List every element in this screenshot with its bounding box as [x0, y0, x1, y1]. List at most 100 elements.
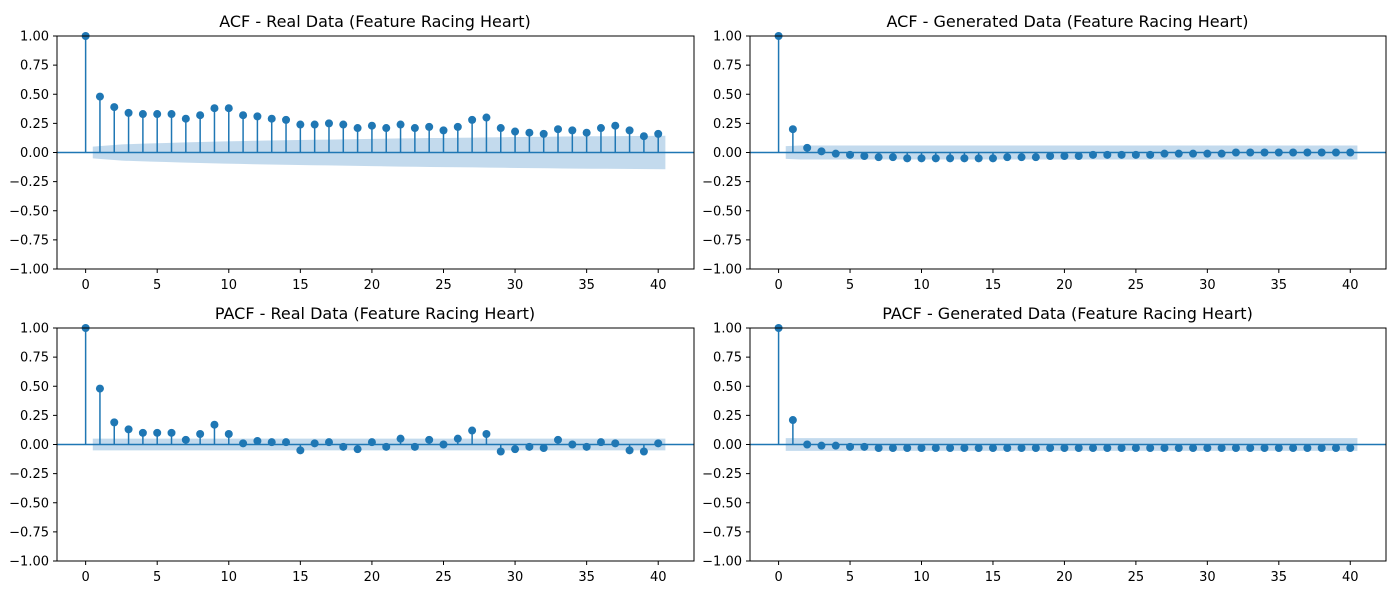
data-point: [210, 420, 219, 429]
data-point: [410, 124, 419, 133]
data-point: [1060, 151, 1069, 160]
data-point: [439, 440, 448, 449]
x-tick-label: 35: [1271, 570, 1288, 585]
data-point: [974, 154, 983, 163]
data-point: [196, 111, 205, 120]
data-point: [496, 447, 505, 456]
y-tick-label: −1.00: [702, 555, 742, 570]
data-point: [1174, 443, 1183, 452]
data-point: [1117, 443, 1126, 452]
y-tick-label: 0.00: [20, 438, 49, 453]
data-point: [95, 384, 104, 393]
data-point: [988, 443, 997, 452]
data-point: [181, 114, 190, 123]
data-point: [511, 127, 520, 136]
data-point: [788, 125, 797, 134]
x-tick-label: 20: [364, 570, 381, 585]
data-point: [224, 430, 233, 439]
y-tick-label: −0.25: [9, 175, 49, 190]
data-point: [1331, 148, 1340, 157]
data-point: [1074, 443, 1083, 452]
data-point: [988, 154, 997, 163]
x-tick-label: 35: [578, 278, 595, 293]
data-point: [1289, 148, 1298, 157]
y-tick-label: 0.00: [20, 146, 49, 161]
data-point: [654, 439, 663, 448]
data-point: [1103, 150, 1112, 159]
data-point: [138, 428, 147, 437]
y-tick-label: −0.75: [702, 233, 742, 248]
x-tick-label: 5: [153, 570, 161, 585]
data-point: [382, 124, 391, 133]
x-tick-label: 0: [774, 278, 782, 293]
chart-title: PACF - Real Data (Feature Racing Heart): [214, 304, 536, 323]
data-point: [946, 154, 955, 163]
x-tick-label: 30: [507, 278, 524, 293]
data-point: [625, 126, 634, 135]
data-point: [1189, 149, 1198, 158]
data-point: [888, 153, 897, 162]
data-point: [1189, 443, 1198, 452]
data-point: [554, 435, 563, 444]
x-tick-label: 10: [913, 278, 930, 293]
data-point: [153, 428, 162, 437]
data-point: [860, 151, 869, 160]
x-tick-label: 10: [221, 570, 238, 585]
data-point: [831, 441, 840, 450]
y-tick-label: 0.00: [713, 146, 742, 161]
data-point: [367, 438, 376, 447]
data-point: [425, 122, 434, 131]
data-point: [611, 121, 620, 130]
data-point: [803, 440, 812, 449]
data-point: [960, 443, 969, 452]
chart-title: ACF - Generated Data (Feature Racing Hea…: [886, 12, 1249, 31]
x-tick-label: 5: [846, 570, 854, 585]
x-tick-label: 30: [507, 570, 524, 585]
data-point: [310, 120, 319, 129]
data-point: [931, 443, 940, 452]
x-tick-label: 40: [650, 278, 667, 293]
data-point: [903, 443, 912, 452]
y-tick-label: −0.75: [9, 233, 49, 248]
data-point: [788, 416, 797, 425]
data-point: [582, 442, 591, 451]
data-point: [339, 120, 348, 129]
data-point: [596, 438, 605, 447]
data-point: [625, 446, 634, 455]
data-point: [1046, 443, 1055, 452]
data-point: [803, 143, 812, 152]
data-point: [1260, 443, 1269, 452]
data-point: [1289, 443, 1298, 452]
y-tick-label: −0.50: [702, 204, 742, 219]
y-tick-label: −0.25: [702, 467, 742, 482]
y-tick-label: −0.75: [702, 525, 742, 540]
data-point: [1031, 443, 1040, 452]
y-tick-label: 0.75: [20, 59, 49, 74]
data-point: [1317, 148, 1326, 157]
data-point: [917, 154, 926, 163]
x-tick-label: 25: [1128, 570, 1145, 585]
data-point: [874, 153, 883, 162]
y-tick-label: 1.00: [20, 30, 49, 45]
data-point: [539, 129, 548, 138]
data-point: [1203, 149, 1212, 158]
data-point: [153, 110, 162, 119]
data-point: [239, 111, 248, 120]
x-tick-label: 35: [1271, 278, 1288, 293]
data-point: [1231, 148, 1240, 157]
plot-1: 1.00 0.75 0.50 0.25 0.00 −0.25 −0.50 −0.75 −1.00…: [702, 30, 1387, 293]
data-point: [453, 122, 462, 131]
data-point: [1017, 443, 1026, 452]
data-point: [482, 430, 491, 439]
x-tick-label: 15: [985, 278, 1002, 293]
data-point: [1031, 153, 1040, 162]
x-tick-label: 30: [1199, 570, 1216, 585]
x-tick-label: 15: [985, 570, 1002, 585]
y-tick-label: 0.50: [713, 380, 742, 395]
data-point: [1017, 153, 1026, 162]
x-tick-label: 25: [435, 570, 452, 585]
y-tick-label: −0.50: [9, 496, 49, 511]
x-tick-label: 0: [774, 570, 782, 585]
data-point: [1217, 149, 1226, 158]
